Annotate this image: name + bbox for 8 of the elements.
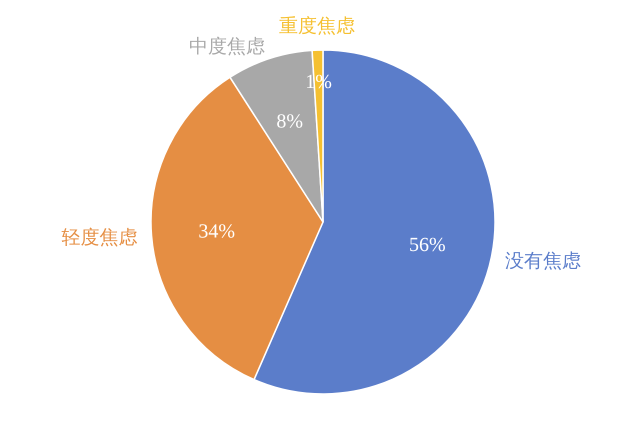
slice-label: 轻度焦虑: [62, 226, 138, 249]
data-label: 8%: [276, 110, 304, 133]
data-label: 34%: [198, 220, 236, 242]
slice-label: 没有焦虑: [505, 250, 582, 272]
slice-label: 重度焦虑: [279, 15, 356, 38]
slice-label: 中度焦虑: [188, 35, 265, 58]
data-label: 1%: [305, 71, 332, 94]
data-label: 56%: [409, 234, 446, 256]
